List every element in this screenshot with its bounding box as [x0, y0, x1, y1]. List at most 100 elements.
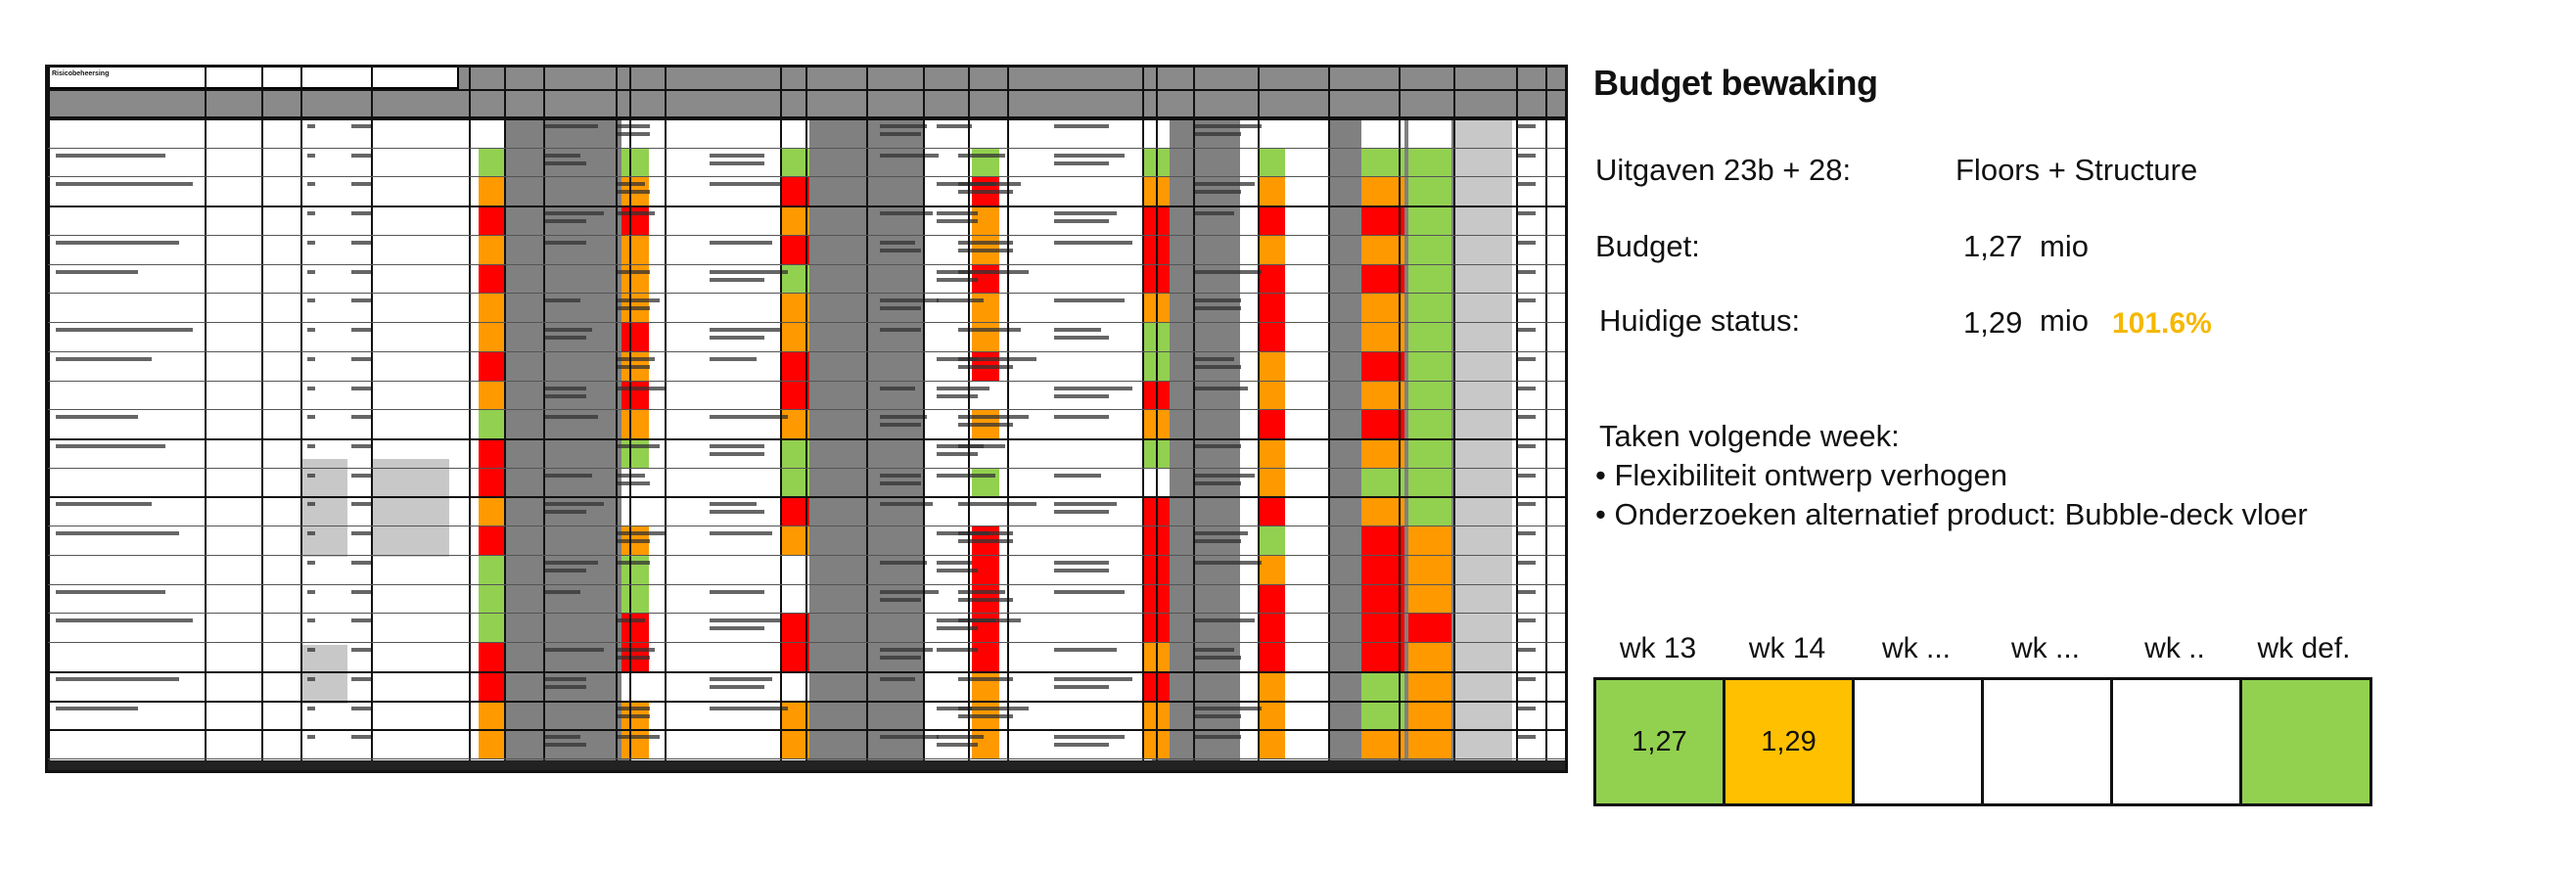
sheet-text	[710, 160, 764, 165]
sheet-status-cell	[1361, 293, 1404, 323]
sheet-text	[56, 269, 138, 274]
sheet-text	[545, 568, 586, 572]
spend-value: Floors + Structure	[1955, 153, 2198, 187]
sheet-status-cell	[1408, 206, 1451, 235]
sheet-status-cell	[1361, 380, 1404, 410]
sheet-text	[616, 706, 650, 710]
sheet-status-cell	[782, 642, 809, 671]
sheet-text	[1193, 648, 1234, 653]
sheet-text	[1054, 648, 1117, 653]
sheet-status-cell	[621, 554, 649, 584]
sheet-status-cell	[479, 350, 506, 381]
sheet-status-cell	[479, 700, 506, 730]
sheet-text	[545, 240, 586, 245]
sheet-status-cell	[479, 642, 506, 671]
sheet-marker	[307, 531, 315, 536]
sheet-gridline	[48, 116, 1565, 118]
sheet-marker	[351, 124, 373, 128]
sheet-text	[545, 415, 598, 420]
sheet-text	[880, 423, 921, 428]
sheet-status-cell	[972, 322, 999, 351]
status-percent: 101.6%	[2112, 307, 2212, 340]
sheet-text	[880, 480, 921, 485]
sheet-text	[1193, 306, 1241, 311]
sheet-text	[710, 269, 788, 274]
sheet-marker	[351, 531, 373, 536]
status-value: 1,29	[1963, 305, 2023, 340]
sheet-gridline	[48, 496, 1565, 499]
sheet-text	[545, 648, 604, 653]
sheet-gridline	[205, 68, 207, 770]
task-item: • Onderzoeken alternatief product: Bubbl…	[1595, 497, 2308, 531]
sheet-text	[958, 415, 1029, 420]
sheet-status-cell	[621, 613, 649, 643]
sheet-text	[616, 444, 660, 448]
sheet-status-cell	[1258, 409, 1285, 438]
week-label: wk ...	[2010, 632, 2080, 664]
sheet-text	[1054, 676, 1132, 681]
sheet-status-cell	[479, 526, 506, 555]
sheet-text	[880, 415, 927, 420]
sheet-text	[545, 336, 586, 341]
sheet-text	[710, 240, 772, 245]
sheet-grey-column	[1453, 118, 1512, 755]
sheet-marker	[351, 240, 373, 245]
sheet-text	[616, 124, 650, 128]
sheet-text	[1193, 298, 1241, 303]
sheet-status-cell	[782, 350, 809, 381]
sheet-text	[1054, 386, 1132, 390]
sheet-status-cell	[1408, 438, 1451, 468]
sheet-marker	[1516, 560, 1536, 565]
sheet-status-cell	[621, 322, 649, 351]
sheet-text	[1054, 510, 1109, 515]
sheet-text	[710, 531, 772, 536]
sheet-status-cell	[1258, 380, 1285, 410]
sheet-status-cell	[1408, 526, 1451, 555]
sheet-marker	[1516, 211, 1536, 216]
sheet-text	[880, 211, 933, 216]
week-label: wk ...	[1881, 632, 1951, 664]
sheet-text	[545, 502, 604, 507]
sheet-status-cell	[1408, 322, 1451, 351]
sheet-status-cell	[972, 293, 999, 323]
sheet-text	[1054, 568, 1109, 572]
sheet-gridline	[48, 206, 1565, 208]
sheet-status-cell	[782, 496, 809, 526]
sheet-text	[616, 356, 655, 361]
sheet-marker	[307, 648, 315, 653]
sheet-status-cell	[972, 642, 999, 671]
sheet-gridline	[48, 176, 1565, 178]
sheet-text	[616, 656, 650, 661]
week-box	[1981, 677, 2113, 806]
sheet-status-cell	[782, 409, 809, 438]
week-label: wk 13	[1619, 632, 1697, 664]
sheet-status-cell	[1258, 467, 1285, 497]
sheet-text	[616, 648, 655, 653]
sheet-marker	[1516, 153, 1536, 158]
sheet-text	[710, 452, 764, 456]
sheet-status-cell	[479, 118, 506, 148]
sheet-grey-column	[805, 118, 923, 770]
sheet-status-cell	[1361, 700, 1404, 730]
sheet-text	[880, 560, 927, 565]
sheet-gridline	[1142, 68, 1144, 770]
sheet-text	[1054, 589, 1125, 594]
sheet-status-cell	[1408, 496, 1451, 526]
sheet-status-cell	[1408, 729, 1451, 758]
sheet-marker	[307, 298, 315, 303]
sheet-text	[710, 706, 788, 710]
sheet-status-cell	[782, 554, 809, 584]
sheet-text	[545, 153, 580, 158]
sheet-marker	[351, 735, 373, 740]
sheet-status-cell	[782, 322, 809, 351]
sheet-gridline	[48, 642, 1565, 644]
sheet-text	[880, 153, 939, 158]
sheet-text	[880, 240, 915, 245]
sheet-text	[937, 298, 984, 303]
week-box: 1,29	[1723, 677, 1855, 806]
sheet-marker	[351, 502, 373, 507]
budget-label: Budget:	[1595, 229, 1700, 263]
sheet-text	[1193, 560, 1262, 565]
sheet-status-cell	[621, 438, 649, 468]
sheet-text	[937, 648, 978, 653]
